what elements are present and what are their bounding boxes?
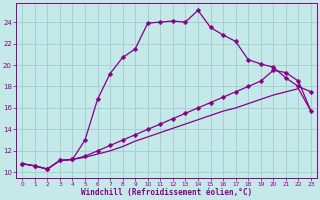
X-axis label: Windchill (Refroidissement éolien,°C): Windchill (Refroidissement éolien,°C) — [81, 188, 252, 197]
